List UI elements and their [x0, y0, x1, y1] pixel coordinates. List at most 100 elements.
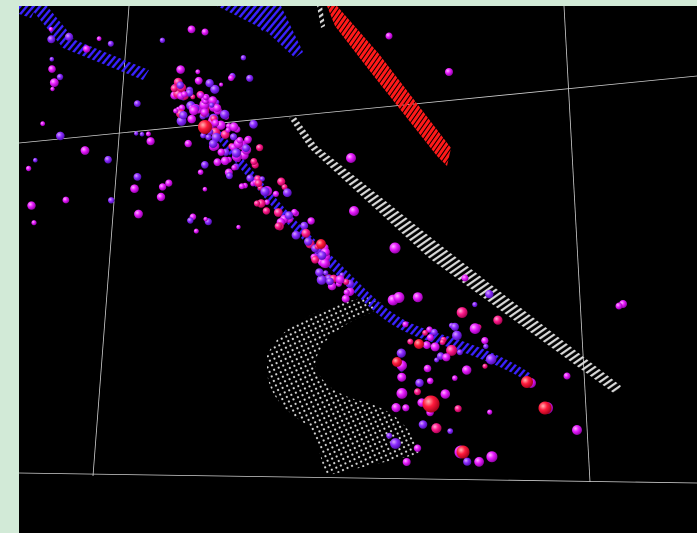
hit-sphere [481, 337, 489, 345]
hit-sphere [450, 322, 459, 331]
hit-sphere [194, 76, 203, 85]
hit-sphere [130, 184, 139, 193]
hit-sphere [521, 376, 533, 388]
hit-sphere [264, 199, 270, 205]
red-surface [327, 6, 451, 166]
hit-sphere [390, 438, 401, 449]
hit-sphere [456, 349, 463, 356]
hit-sphere [176, 81, 185, 89]
hit-sphere [316, 239, 326, 249]
hit-sphere [197, 169, 204, 175]
hit-sphere [426, 377, 434, 385]
hit-sphere [213, 104, 222, 112]
hit-sphere [202, 186, 208, 192]
hit-sphere [273, 208, 283, 217]
hit-sphere [311, 255, 319, 264]
hit-sphere [277, 177, 286, 186]
hit-sphere [139, 131, 145, 137]
hit-sphere [229, 133, 238, 141]
hit-sphere [201, 28, 209, 36]
hit-sphere [485, 290, 494, 299]
hit-sphere [402, 321, 409, 328]
hit-sphere [181, 91, 188, 98]
hit-sphere [402, 404, 410, 412]
hit-sphere [563, 372, 571, 380]
hit-sphere [262, 207, 271, 215]
hit-sphere [391, 403, 401, 413]
hit-sphere [538, 401, 552, 415]
hit-sphere [205, 79, 214, 88]
gray-surface-sliver [317, 6, 325, 28]
hit-sphere [170, 84, 179, 93]
white-mesh-strip [289, 116, 621, 394]
hit-sphere [203, 95, 209, 100]
hit-sphere [242, 144, 250, 153]
hit-sphere [165, 179, 173, 187]
hit-sphere [615, 302, 623, 310]
hit-sphere [187, 217, 194, 224]
hit-sphere [219, 82, 224, 87]
hit-sphere [447, 428, 454, 434]
hit-sphere [225, 127, 231, 133]
hit-sphere [211, 119, 220, 127]
hit-sphere [274, 222, 282, 230]
hit-sphere [326, 277, 334, 286]
hit-sphere [187, 114, 196, 124]
hit-sphere [236, 224, 241, 230]
hit-sphere [434, 357, 440, 363]
hit-sphere [134, 131, 139, 136]
hit-sphere [440, 389, 451, 399]
hit-sphere [176, 65, 185, 74]
hit-sphere [407, 338, 414, 345]
hit-sphere [25, 165, 32, 172]
hit-sphere [260, 186, 270, 197]
hit-sphere [422, 329, 428, 336]
hit-points [25, 25, 627, 467]
hit-sphere [210, 84, 220, 94]
hit-sphere [184, 139, 192, 148]
hit-sphere [27, 201, 36, 210]
hit-sphere [96, 36, 102, 42]
hit-sphere [463, 457, 472, 466]
hit-sphere [220, 109, 230, 120]
grid-line [19, 75, 697, 144]
hit-sphere [193, 228, 199, 234]
grid-line [92, 6, 130, 477]
hit-sphere [231, 164, 238, 171]
blue-surface [19, 6, 303, 80]
hit-sphere [385, 32, 393, 40]
hit-sphere [482, 363, 488, 369]
blue-surface-strip [29, 6, 149, 80]
hit-sphere [158, 183, 167, 191]
3d-viewport[interactable] [19, 6, 697, 533]
hit-sphere [48, 26, 54, 32]
hit-sphere [48, 65, 56, 73]
hit-sphere [200, 132, 207, 139]
hit-sphere [225, 172, 233, 180]
hit-sphere [217, 148, 225, 156]
hit-sphere [236, 136, 244, 144]
hit-sphere [319, 258, 330, 268]
hit-sphere [343, 289, 350, 296]
hit-sphere [486, 451, 498, 463]
hit-sphere [203, 216, 208, 222]
hit-sphere [256, 144, 264, 152]
hit-sphere [189, 105, 199, 116]
hit-sphere [396, 388, 408, 399]
hit-sphere [487, 409, 493, 415]
hit-sphere [300, 221, 309, 230]
hit-sphere [240, 55, 247, 61]
hit-sphere [205, 134, 212, 141]
hit-sphere [422, 395, 440, 413]
hit-sphere [414, 339, 424, 349]
hit-sphere [442, 353, 451, 362]
hit-sphere [396, 348, 406, 358]
hit-sphere [301, 228, 311, 238]
hit-sphere [572, 425, 582, 435]
hit-sphere [307, 217, 315, 225]
hit-sphere [197, 92, 204, 99]
hit-sphere [254, 179, 263, 188]
hit-sphere [31, 220, 37, 226]
hit-sphere [422, 341, 431, 350]
hit-sphere [50, 86, 55, 92]
